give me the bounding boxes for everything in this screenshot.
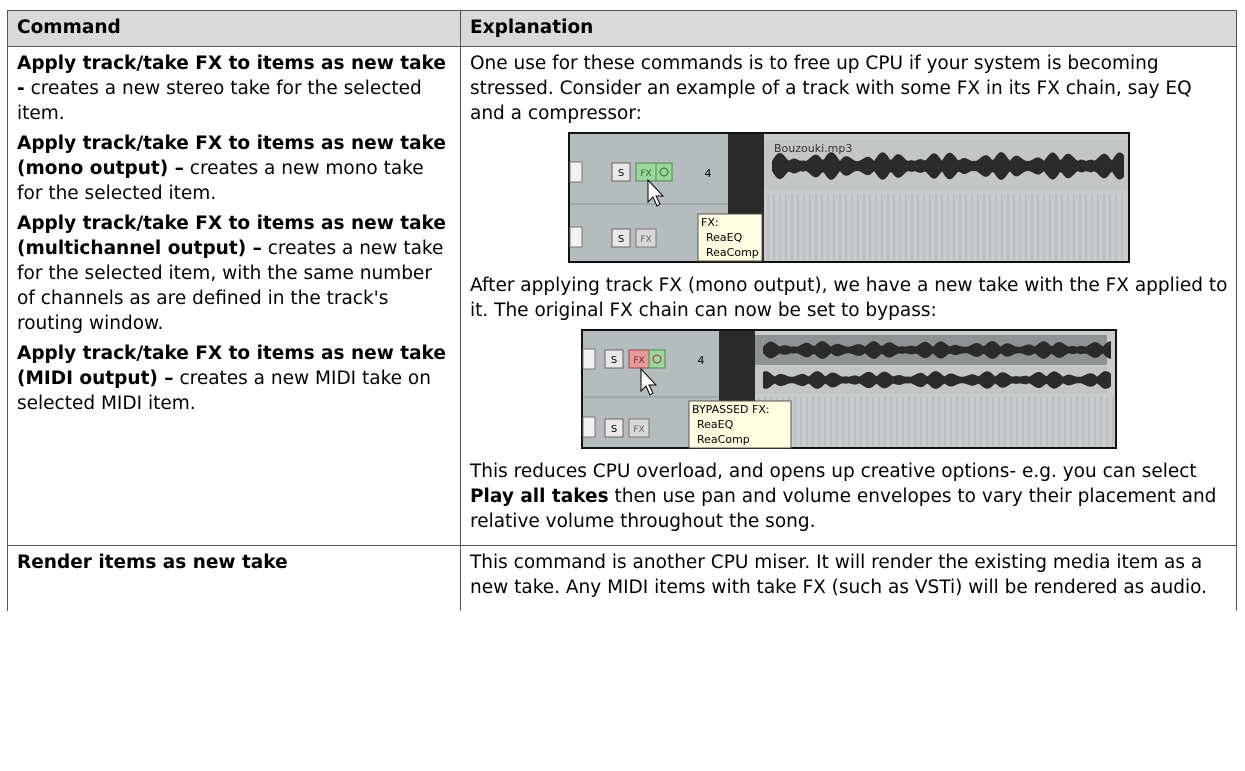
power-button [655, 162, 673, 182]
explanation-cell: This command is another CPU miser. It wi… [460, 545, 1237, 611]
text: This reduces CPU overload, and opens up … [470, 461, 1197, 482]
command-name: Apply track/take FX to items as new take… [17, 53, 446, 99]
cursor [640, 367, 658, 396]
fx-label: FX [640, 169, 651, 179]
file-label: Bouzouki.mp3 [774, 142, 852, 155]
track-number: 4 [698, 354, 705, 367]
grid [767, 194, 1123, 261]
fx-label: FX [633, 356, 644, 366]
paragraph: One use for these commands is to free up… [470, 53, 1192, 124]
power-icon [652, 354, 662, 364]
fx-button [635, 228, 657, 248]
cursor [647, 178, 665, 207]
command-name: Render items as new take [17, 552, 288, 573]
tooltip [697, 213, 763, 262]
command-name: Apply track/take FX to items as new take… [17, 213, 446, 259]
tooltip-title: BYPASSED FX: [692, 403, 770, 416]
waveform-shape [763, 371, 1111, 389]
table-row: Apply track/take FX to items as new take… [7, 46, 1237, 546]
header-row: Command Explanation [7, 10, 1237, 47]
command-cell: Render items as new take [7, 545, 461, 611]
screenshot: S FX 4 S FX Bouzouki.mp3 FX: ReaEQ Re [568, 132, 1130, 263]
command-entry: Render items as new take [17, 550, 452, 575]
fx-label: FX [640, 235, 651, 245]
screenshot: S FX 4 S FX BYPASSED FX: ReaEQ [581, 329, 1117, 449]
explanation-cell: One use for these commands is to free up… [460, 46, 1237, 546]
waveform [763, 371, 1111, 389]
command-entry: Apply track/take FX to items as new take… [17, 341, 452, 416]
tooltip-item: ReaEQ [697, 418, 734, 431]
solo-button [604, 349, 624, 369]
command-name: Apply track/take FX to items as new take… [17, 343, 446, 389]
tooltip-item: ReaComp [706, 246, 759, 259]
button [582, 416, 596, 438]
tooltip [688, 400, 792, 449]
command-entry: Apply track/take FX to items as new take… [17, 131, 452, 206]
paragraph: After applying track FX (mono output), w… [470, 275, 1228, 321]
button [582, 348, 596, 370]
solo-button [611, 228, 631, 248]
tooltip-item: ReaComp [697, 433, 750, 446]
bold-text: Play all takes [470, 486, 609, 507]
paragraph: This reduces CPU overload, and opens up … [470, 459, 1228, 534]
command-entry: Apply track/take FX to items as new take… [17, 211, 452, 336]
solo-label: S [611, 424, 617, 435]
tooltip-item: ReaEQ [706, 231, 743, 244]
waveform-shape [772, 152, 1124, 180]
solo-label: S [611, 355, 617, 366]
grid [758, 397, 1114, 447]
command-cell: Apply track/take FX to items as new take… [7, 46, 461, 546]
command-name: Apply track/take FX to items as new take… [17, 133, 446, 179]
command-text: creates a new MIDI take on selected MIDI… [17, 368, 431, 414]
waveform-shape [763, 341, 1111, 359]
command-entry: Apply track/take FX to items as new take… [17, 51, 452, 126]
text: then use pan and volume envelopes to var… [470, 486, 1217, 532]
solo-button [604, 418, 624, 438]
solo-label: S [618, 234, 624, 245]
power-button [648, 349, 666, 369]
waveform [772, 152, 1124, 180]
power-icon [659, 167, 669, 177]
button [569, 161, 583, 183]
command-text: creates a new take for the selected item… [17, 238, 444, 334]
tooltip-title: FX: [701, 216, 719, 229]
waveform [763, 341, 1111, 359]
fx-button [628, 418, 650, 438]
solo-button [611, 162, 631, 182]
paragraph: This command is another CPU miser. It wi… [470, 552, 1207, 598]
fx-label: FX [633, 425, 644, 435]
command-table: Command Explanation Apply track/take FX … [7, 10, 1237, 611]
header-cell: Command [7, 10, 461, 47]
table-row: Render items as new take This command is… [7, 545, 1237, 611]
button [569, 226, 583, 248]
solo-label: S [618, 168, 624, 179]
track-number: 4 [705, 167, 712, 180]
header-cell: Explanation [460, 10, 1237, 47]
command-text: creates a new stereo take for the select… [17, 78, 422, 124]
command-text: creates a new mono take for the selected… [17, 158, 424, 204]
